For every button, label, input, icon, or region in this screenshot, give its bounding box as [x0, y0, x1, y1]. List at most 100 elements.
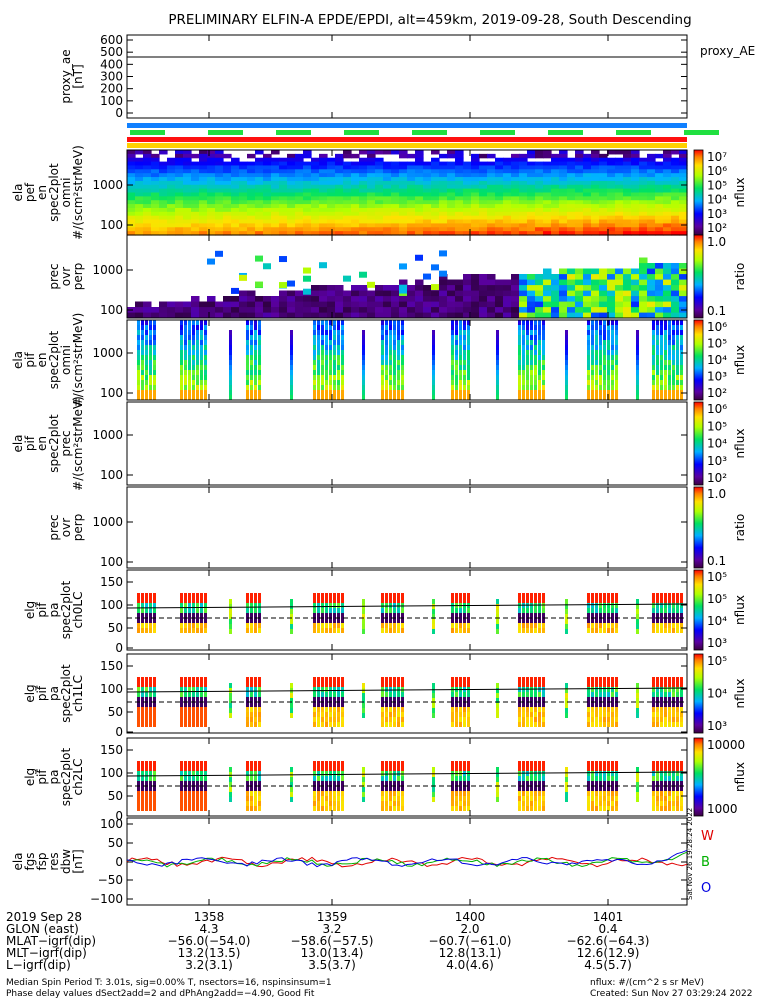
pa-pa_ch2LC-cell: [467, 786, 470, 791]
ela-pef-omni-cell: [487, 161, 496, 167]
pa-pa_ch1LC-cell: [333, 717, 336, 722]
ela-pif-omni-cell: [321, 380, 324, 385]
prec-ovr-perp-e-cell: [175, 312, 184, 319]
pa-pa_ch1LC-cell: [607, 682, 610, 687]
pa-pa_ch2LC-cbtick-0: 10000: [707, 738, 745, 752]
prec-ovr-perp-e-cell: [663, 263, 672, 269]
ela-pif-omni-cell: [534, 350, 537, 355]
ela-pef-omni-cell: [471, 188, 480, 194]
prec-ovr-perp-e-cell: [367, 290, 376, 297]
ela-pif-omni-cell: [184, 385, 187, 390]
prec-ovr-perp-e-cell: [247, 312, 256, 319]
prec-ovr-perp-e-cell: [551, 312, 560, 319]
ela-pif-omni-cell: [615, 360, 618, 365]
pa-pa_ch2LC-cell: [325, 801, 328, 806]
ela-pif-omni-cell: [250, 345, 253, 350]
ela-pef-omni-cell: [543, 165, 552, 170]
ela-pef-omni-cell: [183, 157, 192, 163]
ela-pif-omni-cell: [254, 395, 257, 400]
pa-pa_ch0LC-cell: [145, 598, 148, 603]
ela-pif-omni-cell: [321, 320, 324, 325]
ela-pef-omni-cell: [175, 177, 184, 182]
prec-ovr-perp-e-cell: [471, 301, 480, 308]
ela-pif-omni-cell: [196, 320, 199, 325]
ela-pef-omni-cell: [135, 215, 144, 221]
ela-pef-omni-cell: [151, 211, 160, 217]
pa-pa_ch0LC-cell: [542, 613, 545, 618]
ela-pef-omni-cell: [199, 219, 208, 225]
footer-row-2-value-3: −62.6(−64.3): [567, 934, 650, 948]
pa-pa_ch0LC-cell: [526, 593, 529, 598]
pa-pa_ch2LC-cell: [254, 791, 257, 796]
ela-pef-omni-cell: [255, 200, 264, 205]
ela-pif-omni-cell: [599, 340, 602, 345]
ela-pif-omni-cell: [290, 385, 293, 390]
ela-pif-omni-cell: [337, 355, 340, 360]
ela-pif-omni-cell: [180, 350, 183, 355]
ela-pef-omni-cell: [263, 188, 272, 194]
pa-pa_ch0LC-cell: [325, 623, 328, 628]
ela-pif-omni-cell: [542, 395, 545, 400]
pa-pa_ch0LC-cell: [467, 613, 470, 618]
pa-pa_ch1LC-cell: [542, 712, 545, 717]
prec-ovr-perp-e-cell: [679, 285, 688, 291]
pa-pa_ch0LC-cell: [432, 629, 435, 634]
prec-ovr-perp-e-cell: [319, 312, 328, 319]
ela-pef-omni-ylabel-5: #/(scm²strMeV): [71, 145, 85, 240]
ela-pef-omni-cell: [295, 177, 304, 182]
pa-pa_ch0LC-cell: [313, 628, 316, 633]
ela-pif-omni-cell: [652, 380, 655, 385]
ela-pef-omni-cell: [583, 207, 592, 213]
ela-pef-omni-cell: [135, 177, 144, 182]
ela-pif-omni-cell: [538, 340, 541, 345]
pa-pa_ch0LC-cell: [258, 593, 261, 598]
ela-pef-omni-cell: [471, 207, 480, 213]
ela-pif-omni-cell: [192, 370, 195, 375]
prec-ovr-perp-e-cell: [399, 279, 408, 286]
pa-pa_ch2LC-cell: [145, 781, 148, 786]
ela-pef-omni-cell: [367, 165, 376, 170]
ela-pef-omni-cell: [567, 165, 576, 170]
ela-pef-omni-cell: [287, 200, 296, 205]
ela-pef-omni-cell: [367, 219, 376, 225]
ela-pif-omni-cell: [526, 355, 529, 360]
prec-ovr-perp-e-cell: [359, 285, 368, 291]
pa-pa_ch1LC-ylabel-1: pif: [35, 685, 49, 701]
prec-ovr-perp-i-cbtick-0: 1.0: [707, 487, 726, 501]
ela-pef-omni-cell: [151, 219, 160, 225]
ela-pef-omni-cell: [247, 169, 256, 174]
ela-pif-omni-cell: [397, 390, 400, 395]
ela-pef-omni-cell: [527, 227, 536, 232]
ela-pef-omni-cell: [471, 153, 480, 159]
ela-pef-omni-cell: [503, 204, 512, 209]
pa-pa_ch1LC-cell: [196, 712, 199, 717]
prec-ovr-perp-e-cell: [383, 301, 392, 308]
ela-pif-omni-cell: [463, 330, 466, 335]
footer-row-label-1: GLON (east): [6, 922, 79, 936]
pa-pa_ch1LC-cell: [290, 713, 293, 718]
prec-ovr-perp-e-frame: [126, 234, 688, 319]
ela-pif-omni-cell: [603, 385, 606, 390]
ela-pif-omni-cell: [145, 320, 148, 325]
ela-pef-omni-cell: [511, 192, 520, 197]
ela-pif-omni-cell: [611, 370, 614, 375]
prec-ovr-perp-e-cell: [639, 263, 648, 269]
pa-pa_ch2LC-cell: [595, 766, 598, 771]
pa-pa_ch2LC-cell: [188, 781, 191, 786]
pa-pa_ch1LC-cell: [254, 707, 257, 712]
ela-pef-omni-cell: [359, 188, 368, 194]
ela-pif-omni-cell: [141, 395, 144, 400]
ela-pef-omni-cell: [503, 231, 512, 236]
ela-pif-omni-cell: [180, 330, 183, 335]
ela-pif-omni-cell: [467, 380, 470, 385]
ela-pif-omni-cell: [333, 340, 336, 345]
pa-pa_ch2LC-cell: [587, 791, 590, 796]
pa-pa_ch2LC-cell: [599, 761, 602, 766]
ela-pif-omni-cell: [196, 390, 199, 395]
pa-pa_ch0LC-cell: [145, 623, 148, 628]
prec-ovr-perp-e-cell: [655, 285, 664, 291]
ela-pef-omni-cell: [455, 150, 464, 155]
ela-pef-omni-cell: [319, 184, 328, 190]
ela-pef-omni-cell: [191, 204, 200, 209]
ela-pif-omni-cell: [587, 345, 590, 350]
